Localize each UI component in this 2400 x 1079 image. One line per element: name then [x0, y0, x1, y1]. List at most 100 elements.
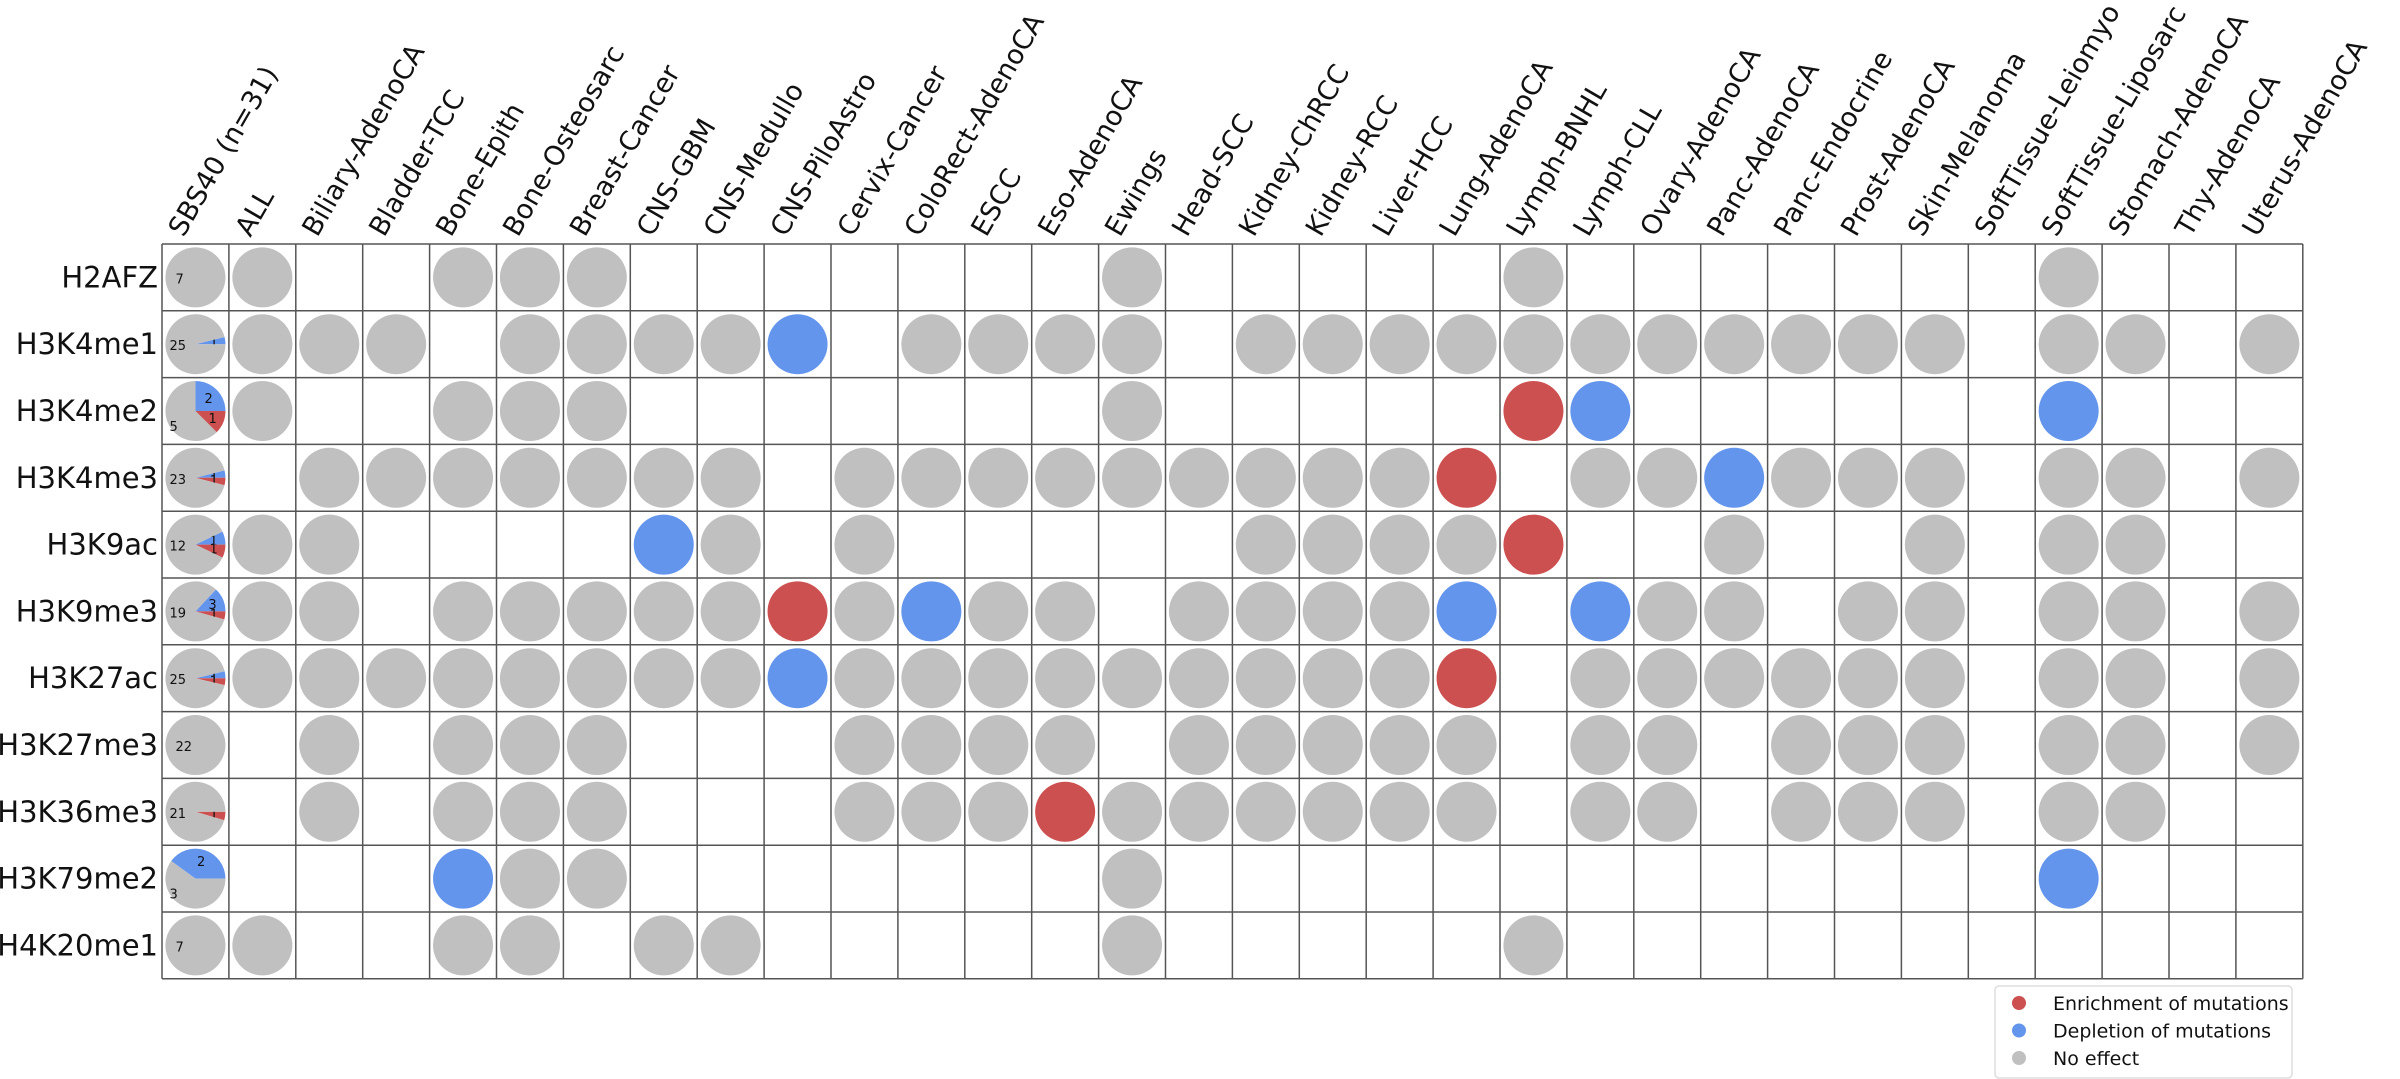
pie-count-depletion: 3	[208, 598, 216, 613]
dot-h3k4me1-panc-endocrine-no-effect	[1771, 314, 1832, 375]
dot-h3k9me3-uterus-adenoca-no-effect	[2239, 581, 2300, 642]
dot-h3k9me3-all-no-effect	[232, 581, 293, 642]
dot-h3k27me3-bone-osteosarc-no-effect	[499, 715, 560, 775]
pie-h3k79me2: 23	[165, 848, 226, 909]
dot-h3k4me2-breast-cancer-no-effect	[566, 381, 627, 441]
pie-count-no-effect: 7	[175, 940, 183, 955]
dot-h3k27me3-breast-cancer-no-effect	[566, 715, 627, 775]
dot-h3k4me1-cns-piloastro-depletion	[767, 314, 828, 375]
dot-h3k9me3-lymph-cll-depletion	[1570, 581, 1631, 642]
pie-h2afz: 7	[165, 247, 226, 308]
dot-h3k4me2-softtissue-liposarc-depletion	[2038, 381, 2099, 441]
dot-h3k9ac-kidney-rcc-no-effect	[1302, 514, 1363, 575]
legend: Enrichment of mutations Depletion of muta…	[1994, 985, 2293, 1079]
dot-h3k27ac-bone-osteosarc-no-effect	[499, 648, 560, 709]
dot-h3k27me3-stomach-adenoca-no-effect	[2105, 715, 2166, 775]
dot-h3k9me3-skin-melanoma-no-effect	[1904, 581, 1965, 642]
pie-count-depletion: 1	[210, 336, 218, 351]
pie-count-no-effect: 22	[175, 740, 192, 755]
pie-slice-depletion	[195, 337, 226, 345]
dot-h3k4me3-bone-osteosarc-no-effect	[499, 447, 560, 508]
dot-h3k36me3-breast-cancer-no-effect	[566, 781, 627, 842]
dot-h3k27me3-prost-adenoca-no-effect	[1837, 715, 1898, 775]
dot-h3k4me1-liver-hcc-no-effect	[1369, 314, 1430, 375]
dot-h3k4me3-head-scc-no-effect	[1168, 447, 1229, 508]
dot-h3k9me3-stomach-adenoca-no-effect	[2105, 581, 2166, 642]
dot-h3k4me2-all-no-effect	[232, 381, 293, 441]
pie-h3k4me3: 11 23	[165, 447, 226, 508]
row-label-h2afz: H2AFZ	[61, 260, 158, 294]
pie-slice-depletion	[195, 470, 226, 478]
pie-count-no-effect: 7	[175, 272, 183, 287]
dot-h4k20me1-lymph-bnhl-no-effect	[1503, 915, 1564, 976]
pie-slice-no-effect	[165, 781, 226, 842]
dot-h3k36me3-bone-epith-no-effect	[433, 781, 494, 842]
dot-h3k4me1-cns-medullo-no-effect	[700, 314, 761, 375]
dot-h3k27ac-kidney-rcc-no-effect	[1302, 648, 1363, 709]
dot-h3k9me3-softtissue-liposarc-no-effect	[2038, 581, 2099, 642]
pie-count-enrichment: 1	[210, 608, 218, 623]
dot-h3k4me1-uterus-adenoca-no-effect	[2239, 314, 2300, 375]
dot-h3k4me2-lymph-cll-depletion	[1570, 381, 1631, 441]
dot-h3k9me3-escc-no-effect	[968, 581, 1029, 642]
dot-h3k4me1-stomach-adenoca-no-effect	[2105, 314, 2166, 375]
column-labels: SBS40 (n=31)ALL Biliary-AdenoCABladder-TC…	[163, 0, 2375, 242]
dot-h3k9ac-liver-hcc-no-effect	[1369, 514, 1430, 575]
dot-h3k9ac-skin-melanoma-no-effect	[1904, 514, 1965, 575]
column-label-biliary-adenoca: Biliary-AdenoCA	[296, 38, 431, 241]
legend-frame	[1994, 985, 2293, 1079]
dot-h3k4me2-bone-osteosarc-no-effect	[499, 381, 560, 441]
dot-h3k4me1-ovary-adenoca-no-effect	[1637, 314, 1698, 375]
legend-label-no-effect: No effect	[2053, 1048, 2139, 1070]
row-label-h3k36me3: H3K36me3	[0, 795, 158, 829]
dot-h3k4me1-eso-adenoca-no-effect	[1035, 314, 1096, 375]
dot-h3k27me3-panc-endocrine-no-effect	[1771, 715, 1832, 775]
dot-h3k9ac-cervix-cancer-no-effect	[834, 514, 895, 575]
dot-h3k4me3-softtissue-liposarc-no-effect	[2038, 447, 2099, 508]
dot-h3k4me3-cns-gbm-no-effect	[633, 447, 694, 508]
dot-h3k9me3-cns-medullo-no-effect	[700, 581, 761, 642]
column-label-uterus-adenoca: Uterus-AdenoCA	[2237, 34, 2375, 241]
pie-count-no-effect: 25	[169, 339, 186, 354]
dot-h3k36me3-liver-hcc-no-effect	[1369, 781, 1430, 842]
dot-h3k4me3-uterus-adenoca-no-effect	[2239, 447, 2300, 508]
dot-h4k20me1-all-no-effect	[232, 915, 293, 976]
row-label-h3k79me2: H3K79me2	[0, 862, 158, 896]
dot-h3k4me1-prost-adenoca-no-effect	[1837, 314, 1898, 375]
dot-h3k4me1-lymph-cll-no-effect	[1570, 314, 1631, 375]
row-label-h3k4me2: H3K4me2	[16, 394, 158, 428]
dot-h3k27me3-bone-epith-no-effect	[433, 715, 494, 775]
dot-h3k36me3-ewings-no-effect	[1102, 781, 1163, 842]
pie-slice-enrichment	[195, 411, 226, 433]
grid-lines	[161, 243, 2304, 980]
dot-h3k27me3-escc-no-effect	[968, 715, 1029, 775]
pie-count-depletion: 2	[197, 855, 205, 870]
pie-h3k27ac: 11 25	[165, 648, 226, 709]
dot-h3k4me3-liver-hcc-no-effect	[1369, 447, 1430, 508]
dot-h3k27ac-panc-adenoca-no-effect	[1704, 648, 1765, 709]
dot-h3k27ac-breast-cancer-no-effect	[566, 648, 627, 709]
dot-h3k9ac-lung-adenoca-no-effect	[1436, 514, 1497, 575]
row-label-h3k4me1: H3K4me1	[16, 327, 158, 361]
dot-h3k27me3-skin-melanoma-no-effect	[1904, 715, 1965, 775]
dot-h3k4me3-bladder-tcc-no-effect	[366, 447, 427, 508]
dot-h3k36me3-lung-adenoca-no-effect	[1436, 781, 1497, 842]
dot-h3k27ac-lung-adenoca-enrichment	[1436, 648, 1497, 709]
pie-count-no-effect: 5	[169, 420, 177, 435]
dot-h2afz-all-no-effect	[232, 247, 293, 308]
dot-h3k27me3-eso-adenoca-no-effect	[1035, 715, 1096, 775]
dot-h3k27me3-liver-hcc-no-effect	[1369, 715, 1430, 775]
pie-slice-depletion	[195, 589, 226, 612]
pie-count-no-effect: 12	[169, 540, 186, 555]
dot-h2afz-bone-epith-no-effect	[433, 247, 494, 308]
dot-h3k36me3-cervix-cancer-no-effect	[834, 781, 895, 842]
pie-slice-enrichment	[195, 611, 226, 620]
dot-h3k27ac-skin-melanoma-no-effect	[1904, 648, 1965, 709]
dot-h3k9me3-eso-adenoca-no-effect	[1035, 581, 1096, 642]
pie-slice-depletion	[195, 381, 226, 411]
dot-h3k9me3-cervix-cancer-no-effect	[834, 581, 895, 642]
dot-h2afz-bone-osteosarc-no-effect	[499, 247, 560, 308]
dot-h3k27ac-uterus-adenoca-no-effect	[2239, 648, 2300, 709]
dot-h4k20me1-bone-osteosarc-no-effect	[499, 915, 560, 976]
pie-h3k4me1: 1 25	[165, 314, 226, 375]
